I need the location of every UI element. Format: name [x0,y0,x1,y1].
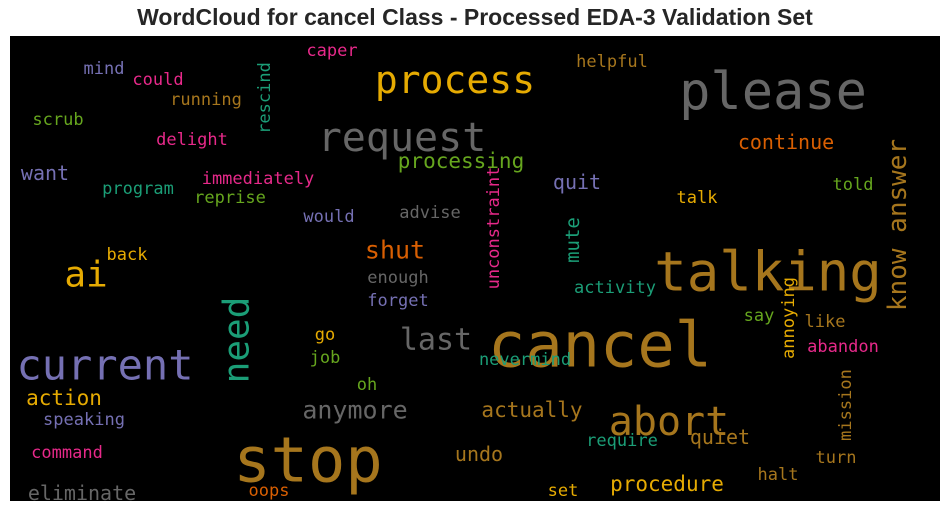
word-command: command [31,443,103,463]
word-enough: enough [367,268,428,288]
word-require: require [586,431,658,451]
word-process: process [375,58,535,102]
word-job: job [310,348,341,368]
word-caper: caper [306,41,357,61]
word-procedure: procedure [610,472,724,496]
word-continue: continue [738,130,834,154]
word-action: action [26,386,102,410]
word-would: would [303,207,354,227]
word-rescind: rescind [255,62,275,134]
word-shut: shut [365,236,425,265]
word-could: could [132,70,183,90]
word-want: want [21,161,69,185]
word-forget: forget [367,291,428,311]
word-oops: oops [249,481,290,501]
word-advise: advise [399,203,460,223]
word-need: need [217,297,258,384]
word-unconstraint: unconstraint [484,167,504,290]
word-activity: activity [574,278,656,298]
word-know-answer: know answer [883,139,913,311]
word-set: set [548,481,579,501]
word-current: current [16,341,193,390]
word-eliminate: eliminate [28,481,136,505]
word-mission: mission [836,369,856,441]
word-talk: talk [677,188,718,208]
word-go: go [315,325,335,345]
word-program: program [102,179,174,199]
word-scrub: scrub [32,110,83,130]
word-anymore: anymore [302,396,407,425]
word-processing: processing [398,149,524,173]
word-last: last [400,323,472,358]
word-quit: quit [553,170,601,194]
word-speaking: speaking [43,410,125,430]
word-abandon: abandon [807,337,879,357]
word-mute: mute [562,217,584,263]
word-like: like [805,312,846,332]
word-running: running [170,90,242,110]
word-back: back [107,245,148,265]
word-reprise: reprise [194,188,266,208]
word-oh: oh [357,375,377,395]
word-halt: halt [758,465,799,485]
word-mind: mind [84,59,125,79]
word-nevermind: nevermind [479,350,571,370]
word-immediately: immediately [202,169,315,189]
word-ai: ai [64,255,107,296]
word-talking: talking [654,241,882,304]
word-say: say [744,306,775,326]
word-helpful: helpful [576,52,648,72]
word-delight: delight [156,130,228,150]
word-annoying: annoying [779,277,799,359]
word-please: please [679,62,867,122]
word-turn: turn [816,448,857,468]
word-told: told [833,175,874,195]
word-cancel: cancel [488,309,712,382]
word-actually: actually [481,398,582,422]
word-quiet: quiet [690,425,750,449]
word-undo: undo [455,442,503,466]
